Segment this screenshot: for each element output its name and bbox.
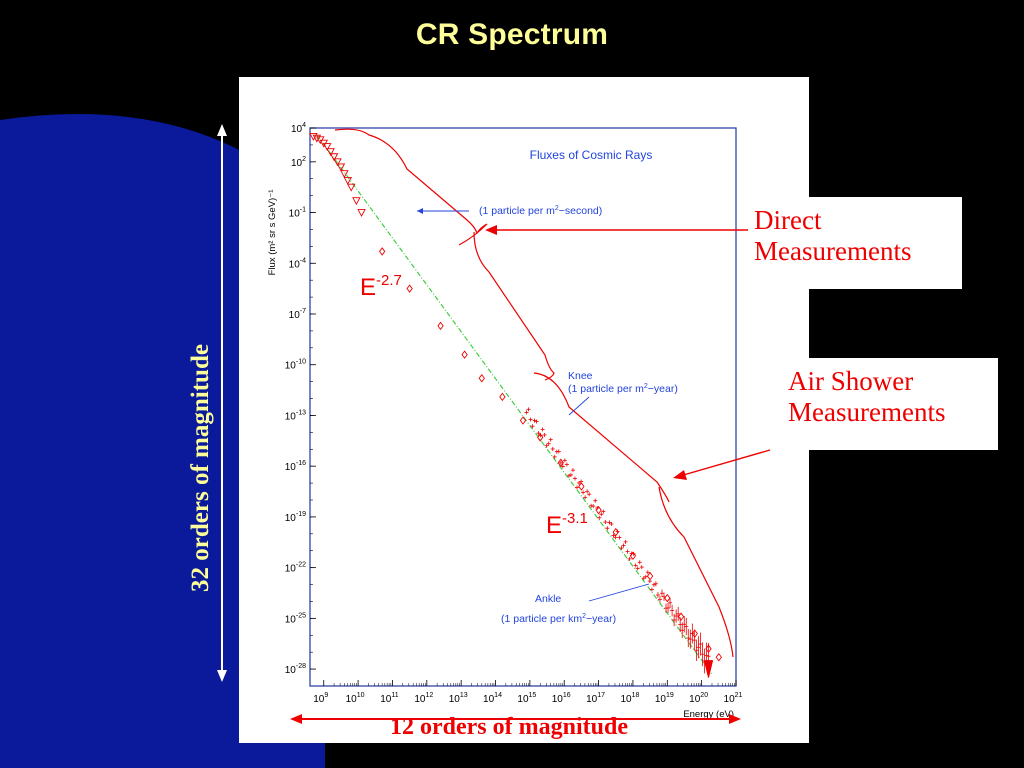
data-point-diamond <box>378 247 386 256</box>
data-point-diamond <box>537 433 544 442</box>
data-point-diamond <box>557 458 564 468</box>
x-tick-label: 1013 <box>449 692 468 705</box>
annotation-1-particle-per-m2-second: (1 particle per m2−second) <box>479 205 602 217</box>
data-point-triangle <box>326 148 335 157</box>
x-tick-label: 1018 <box>620 692 639 705</box>
data-point-diamond <box>478 374 485 383</box>
data-point-triangle <box>312 134 322 143</box>
y-tick-label: 10-19 <box>285 511 306 524</box>
data-point-triangle <box>333 158 342 167</box>
callout-direct-line1: Direct <box>754 205 822 235</box>
y-tick-label: 104 <box>291 122 306 135</box>
y-axis-label: Flux (m² sr s GeV)⁻¹ <box>267 190 278 276</box>
data-point-diamond <box>629 551 637 561</box>
vertical-range-text: 32 orders of magnitude <box>187 344 214 592</box>
y-tick-label: 102 <box>291 156 306 169</box>
x-tick-label: 1010 <box>346 692 365 705</box>
y-tick-label: 10-16 <box>285 460 306 473</box>
callout-direct-line2: Measurements <box>754 236 912 266</box>
x-tick-label: 1012 <box>414 692 433 705</box>
y-tick-label: 10-28 <box>285 663 306 676</box>
horizontal-range-label: 12 orders of magnitude <box>390 714 628 740</box>
data-point-diamond <box>437 321 444 331</box>
data-point-diamond <box>691 629 698 638</box>
data-point-triangle <box>352 197 361 206</box>
x-tick-label: 1014 <box>483 692 502 705</box>
annotation-ankle: Ankle <box>535 593 561 605</box>
direct-measurements-callout: Direct Measurements <box>748 197 962 289</box>
y-tick-label: 10-7 <box>289 308 306 321</box>
x-tick-label: 1017 <box>586 692 605 705</box>
callout-air-line1: Air Shower <box>788 366 914 396</box>
brace-direct-lower <box>473 231 555 381</box>
y-tick-label: 10-25 <box>285 612 306 625</box>
data-point-triangle <box>322 143 332 152</box>
data-point-diamond <box>677 612 685 621</box>
data-point-triangle <box>346 183 356 192</box>
data-point-triangle <box>343 176 353 185</box>
annotation-arrow-ankle <box>588 583 650 602</box>
data-point-triangle <box>336 163 346 172</box>
chart-panel: Fluxes of Cosmic Rays 104 102 10-1 10-4 10-7 1… <box>239 77 809 743</box>
data-point-diamond <box>578 482 585 491</box>
annotation-1-particle-per-km2-year: (1 particle per km2−year) <box>501 613 616 625</box>
annotation-arrow-knee <box>568 396 590 416</box>
data-point-diamond <box>715 653 722 662</box>
data-point-diamond <box>646 571 654 581</box>
power-law-fit-line <box>316 134 713 675</box>
brace-air-lower <box>658 486 734 658</box>
data-point-triangle <box>309 133 318 141</box>
data-point-triangle <box>340 170 349 179</box>
annotation-knee: Knee <box>568 370 593 382</box>
x-tick-label: 1019 <box>655 692 674 705</box>
x-tick-label: 1020 <box>689 692 708 705</box>
slide-title: CR Spectrum <box>415 18 609 51</box>
x-tick-label: 1011 <box>380 692 398 705</box>
slope-label-e-minus-2-7: E-2.7 <box>360 272 402 301</box>
annotation-arrowhead-m2-second <box>417 208 423 214</box>
x-tick-label: 1021 <box>724 692 743 705</box>
y-tick-label: 10-1 <box>289 207 306 220</box>
plot-frame <box>309 127 737 687</box>
data-point-triangle <box>329 153 339 162</box>
callout-air-line2: Measurements <box>788 397 946 427</box>
cosmic-ray-flux-chart: Fluxes of Cosmic Rays 104 102 10-1 10-4 10-7 1… <box>267 122 743 720</box>
y-tick-label: 10-4 <box>289 257 306 270</box>
brace-direct-upper <box>334 128 488 246</box>
x-tick-label: 1015 <box>517 692 536 705</box>
x-tick-label: 1016 <box>552 692 571 705</box>
y-tick-label: 10-10 <box>285 359 306 372</box>
y-tick-label: 10-22 <box>285 562 306 575</box>
data-point-diamond <box>461 350 468 359</box>
data-point-triangle <box>357 209 366 217</box>
y-tick-label: 10-13 <box>285 409 306 422</box>
x-tick-label: 109 <box>313 692 328 705</box>
annotation-1-particle-per-m2-year: (1 particle per m2−year) <box>568 383 678 395</box>
slope-label-e-minus-3-1: E-3.1 <box>546 510 588 539</box>
upper-limit-marker <box>703 660 714 678</box>
x-axis-label: Energy (eV) <box>683 709 734 720</box>
data-point-diamond <box>406 284 413 293</box>
air-shower-measurements-callout: Air Shower Measurements <box>782 358 998 450</box>
brace-air-upper <box>533 372 670 503</box>
data-point-diamond <box>519 416 527 425</box>
chart-title: Fluxes of Cosmic Rays <box>530 148 653 162</box>
data-point-diamond <box>499 392 506 402</box>
data-point-diamond <box>664 593 671 603</box>
